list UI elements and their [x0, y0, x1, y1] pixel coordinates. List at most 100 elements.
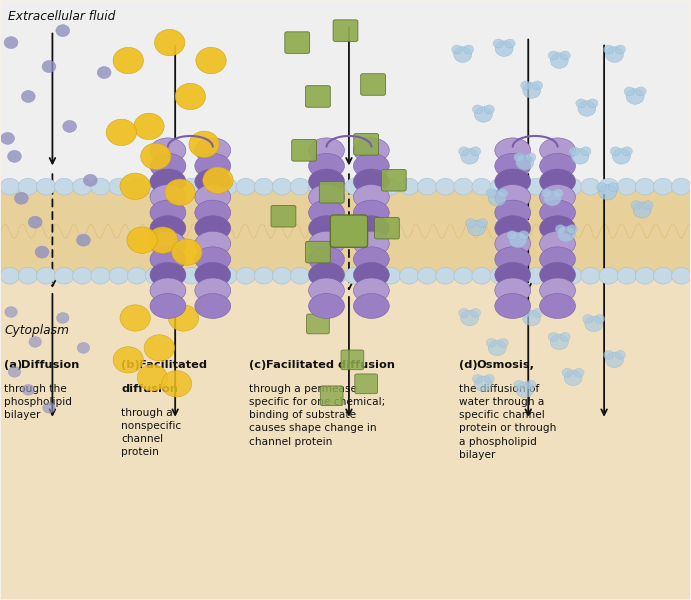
Circle shape — [516, 382, 533, 398]
Ellipse shape — [150, 278, 186, 303]
FancyBboxPatch shape — [354, 134, 379, 155]
Circle shape — [550, 334, 568, 350]
Circle shape — [509, 178, 527, 195]
Circle shape — [309, 268, 328, 284]
Ellipse shape — [195, 169, 231, 194]
Text: the diffusion of
water through a
specific channel
protein or through
a phospholi: the diffusion of water through a specifi… — [460, 384, 557, 460]
Text: (c): (c) — [249, 360, 270, 370]
Ellipse shape — [495, 169, 531, 194]
Ellipse shape — [309, 293, 345, 319]
Circle shape — [272, 178, 292, 195]
Circle shape — [608, 182, 618, 192]
Circle shape — [77, 234, 91, 246]
Ellipse shape — [309, 138, 345, 163]
Circle shape — [459, 308, 469, 317]
Circle shape — [498, 188, 509, 197]
FancyBboxPatch shape — [305, 86, 330, 107]
Circle shape — [28, 216, 42, 228]
Circle shape — [18, 178, 37, 195]
Ellipse shape — [353, 200, 389, 225]
Circle shape — [113, 347, 144, 373]
Circle shape — [489, 190, 507, 206]
Circle shape — [514, 380, 524, 389]
Circle shape — [576, 99, 586, 108]
Circle shape — [43, 403, 55, 413]
Circle shape — [37, 268, 56, 284]
Ellipse shape — [309, 262, 345, 287]
FancyBboxPatch shape — [375, 217, 399, 239]
Circle shape — [636, 87, 646, 96]
Circle shape — [594, 314, 605, 323]
Circle shape — [399, 268, 419, 284]
Bar — [1, 273, 690, 599]
Circle shape — [381, 178, 401, 195]
Circle shape — [532, 308, 542, 317]
Circle shape — [363, 178, 382, 195]
Ellipse shape — [353, 169, 389, 194]
Circle shape — [162, 371, 191, 397]
Ellipse shape — [195, 138, 231, 163]
Circle shape — [509, 268, 527, 284]
Circle shape — [498, 338, 509, 347]
Circle shape — [509, 232, 527, 248]
Circle shape — [18, 268, 37, 284]
Ellipse shape — [309, 247, 345, 272]
Circle shape — [489, 340, 507, 356]
Circle shape — [548, 332, 558, 341]
Text: Cytoplasm: Cytoplasm — [4, 324, 69, 337]
Ellipse shape — [195, 278, 231, 303]
Ellipse shape — [309, 278, 345, 303]
Circle shape — [127, 227, 158, 253]
Circle shape — [57, 313, 69, 323]
Circle shape — [461, 310, 479, 326]
FancyBboxPatch shape — [305, 241, 330, 263]
Circle shape — [454, 178, 473, 195]
Ellipse shape — [495, 154, 531, 178]
Circle shape — [574, 368, 584, 377]
Ellipse shape — [195, 154, 231, 178]
Circle shape — [580, 147, 591, 156]
Text: (a): (a) — [4, 360, 26, 370]
Circle shape — [29, 337, 41, 347]
Ellipse shape — [540, 185, 576, 209]
Circle shape — [8, 367, 21, 377]
FancyBboxPatch shape — [330, 215, 368, 247]
Circle shape — [91, 268, 110, 284]
Circle shape — [545, 268, 564, 284]
Circle shape — [200, 178, 219, 195]
Circle shape — [548, 51, 558, 60]
Ellipse shape — [540, 200, 576, 225]
Ellipse shape — [353, 154, 389, 178]
Circle shape — [615, 350, 625, 359]
Circle shape — [466, 218, 476, 227]
Ellipse shape — [150, 247, 186, 272]
Circle shape — [91, 178, 110, 195]
Ellipse shape — [150, 216, 186, 241]
Circle shape — [603, 45, 614, 54]
Circle shape — [585, 316, 603, 332]
Circle shape — [599, 178, 618, 195]
Ellipse shape — [353, 293, 389, 319]
Circle shape — [581, 268, 600, 284]
Circle shape — [475, 376, 493, 392]
Circle shape — [164, 268, 182, 284]
Circle shape — [633, 202, 651, 218]
Ellipse shape — [150, 169, 186, 194]
Circle shape — [522, 83, 540, 98]
Circle shape — [236, 268, 256, 284]
Circle shape — [309, 178, 328, 195]
Circle shape — [73, 178, 92, 195]
FancyBboxPatch shape — [341, 350, 363, 370]
Circle shape — [490, 178, 509, 195]
Circle shape — [527, 268, 546, 284]
Circle shape — [165, 179, 195, 205]
Circle shape — [327, 178, 346, 195]
Circle shape — [127, 268, 146, 284]
Circle shape — [109, 268, 129, 284]
Circle shape — [138, 365, 168, 391]
Circle shape — [254, 268, 274, 284]
Circle shape — [486, 188, 497, 197]
Ellipse shape — [150, 154, 186, 178]
Ellipse shape — [195, 247, 231, 272]
Circle shape — [417, 178, 437, 195]
